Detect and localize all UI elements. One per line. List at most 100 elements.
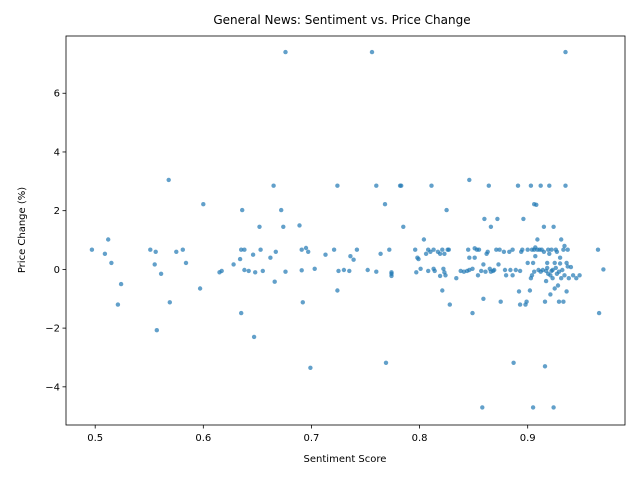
data-point bbox=[498, 299, 503, 304]
data-point bbox=[528, 183, 534, 188]
data-point bbox=[507, 249, 512, 254]
data-point bbox=[534, 202, 539, 207]
data-point bbox=[467, 255, 472, 260]
data-point bbox=[552, 260, 557, 266]
data-point bbox=[542, 364, 548, 369]
data-point bbox=[260, 268, 265, 274]
data-point bbox=[488, 224, 494, 229]
data-point bbox=[197, 286, 203, 291]
data-point bbox=[550, 276, 555, 281]
data-point bbox=[476, 247, 482, 252]
data-point bbox=[554, 249, 560, 254]
x-tick-label: 0.9 bbox=[520, 433, 536, 444]
data-point bbox=[466, 247, 471, 252]
x-axis-label: Sentiment Score bbox=[304, 454, 387, 465]
data-point bbox=[551, 224, 556, 229]
data-point bbox=[437, 273, 443, 279]
data-point bbox=[242, 267, 247, 273]
data-point bbox=[533, 254, 538, 259]
data-point bbox=[312, 266, 317, 271]
data-point bbox=[481, 262, 486, 267]
data-point bbox=[557, 255, 563, 260]
data-point bbox=[560, 267, 565, 273]
data-point bbox=[148, 247, 153, 252]
data-point bbox=[552, 286, 557, 291]
data-point bbox=[559, 237, 564, 242]
data-point bbox=[472, 255, 477, 260]
data-point bbox=[283, 269, 288, 274]
data-point bbox=[347, 268, 352, 274]
data-point bbox=[503, 273, 509, 278]
data-point bbox=[444, 207, 449, 213]
data-point bbox=[530, 260, 536, 266]
plot-frame bbox=[65, 35, 626, 426]
data-point bbox=[399, 183, 404, 188]
data-point bbox=[538, 183, 543, 188]
data-point bbox=[174, 249, 179, 254]
data-point bbox=[180, 247, 185, 252]
data-point bbox=[481, 296, 486, 301]
x-tick-label: 0.7 bbox=[303, 433, 319, 444]
data-point bbox=[520, 247, 525, 252]
data-point bbox=[299, 247, 304, 252]
data-point bbox=[383, 360, 389, 365]
data-point bbox=[421, 237, 427, 242]
data-point bbox=[158, 271, 164, 276]
data-point bbox=[432, 268, 437, 274]
data-point bbox=[470, 266, 475, 271]
data-point bbox=[595, 247, 601, 252]
data-point bbox=[374, 183, 379, 188]
data-point bbox=[281, 224, 286, 229]
data-point bbox=[551, 405, 556, 410]
data-point bbox=[562, 243, 567, 249]
data-points bbox=[89, 49, 606, 410]
data-point bbox=[510, 273, 515, 278]
data-point bbox=[303, 245, 309, 251]
data-point bbox=[431, 247, 436, 252]
data-point bbox=[556, 299, 562, 304]
data-point bbox=[496, 262, 501, 267]
data-point bbox=[271, 183, 276, 188]
data-point bbox=[378, 251, 383, 256]
data-point bbox=[300, 300, 305, 305]
data-point bbox=[426, 268, 431, 274]
data-point bbox=[297, 223, 302, 228]
data-point bbox=[299, 268, 304, 273]
data-point bbox=[475, 273, 481, 278]
data-point bbox=[513, 267, 518, 273]
data-point bbox=[201, 202, 206, 207]
data-point bbox=[482, 216, 487, 222]
data-point bbox=[154, 328, 159, 333]
data-point bbox=[502, 267, 508, 273]
data-point bbox=[306, 249, 311, 254]
data-point bbox=[440, 247, 445, 252]
data-point bbox=[530, 405, 536, 410]
data-point bbox=[429, 183, 434, 188]
data-point bbox=[555, 283, 561, 288]
data-point bbox=[253, 270, 258, 275]
data-point bbox=[562, 273, 567, 278]
data-point bbox=[559, 276, 564, 281]
data-point bbox=[596, 310, 602, 316]
data-point bbox=[447, 302, 452, 307]
data-point bbox=[242, 247, 247, 252]
data-point bbox=[446, 247, 451, 252]
data-point bbox=[413, 247, 418, 252]
data-point bbox=[549, 247, 554, 252]
data-point bbox=[231, 262, 236, 267]
data-point bbox=[548, 292, 553, 297]
data-point bbox=[492, 267, 497, 273]
data-point bbox=[546, 247, 551, 252]
data-point bbox=[517, 302, 523, 307]
data-point bbox=[167, 300, 172, 305]
data-point bbox=[268, 255, 273, 260]
data-point bbox=[541, 249, 547, 254]
y-tick-label: 2 bbox=[54, 206, 60, 217]
data-point bbox=[547, 251, 552, 256]
data-point bbox=[219, 268, 224, 274]
data-point bbox=[416, 256, 421, 262]
data-point bbox=[564, 260, 569, 266]
data-point bbox=[251, 334, 257, 340]
data-point bbox=[529, 273, 535, 278]
